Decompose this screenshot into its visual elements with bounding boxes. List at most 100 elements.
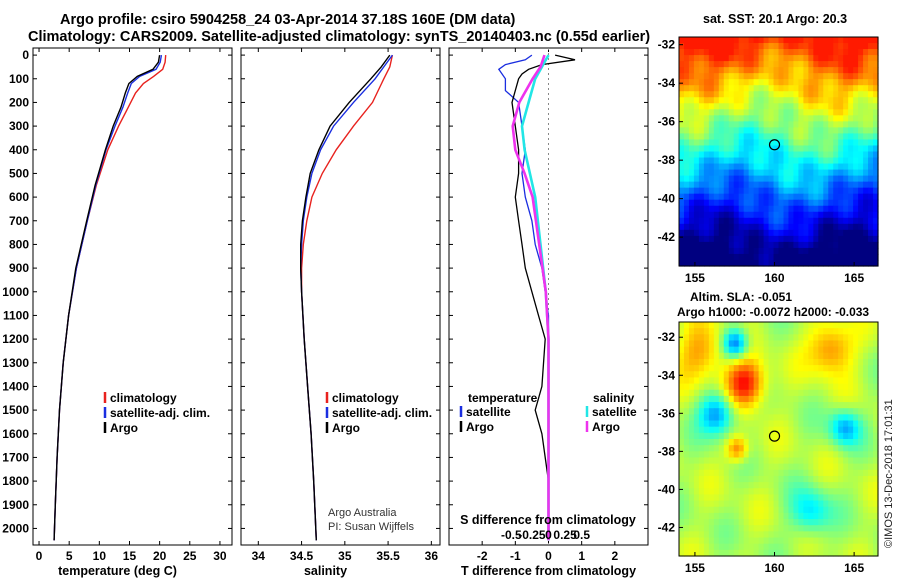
sla-map-cell: [688, 506, 695, 514]
sla-map-cell: [838, 377, 844, 385]
sst-map-cell: [778, 121, 785, 128]
sla-map-cell: [828, 500, 834, 508]
sla-map-cell: [818, 389, 824, 397]
sst-map-cell: [679, 139, 685, 147]
sst-map-cell: [698, 121, 705, 128]
sst-map-cell: [823, 241, 829, 249]
sst-map-cell: [783, 43, 790, 50]
sla-map-cell: [818, 377, 824, 385]
sla-map-cell: [718, 451, 725, 459]
sla-map-cell: [713, 340, 720, 348]
sst-map-cell: [808, 247, 814, 255]
sst-map-cell: [738, 61, 745, 68]
sst-map-cell: [723, 217, 730, 225]
sst-map-cell: [823, 175, 829, 183]
sla-map-cell: [823, 322, 829, 329]
sla-map-cell: [733, 519, 740, 526]
sst-map-cell: [853, 97, 859, 104]
sla-map-cell: [793, 334, 799, 342]
sst-map-cell: [679, 79, 685, 86]
sla-map-cell: [833, 439, 839, 446]
sst-map-cell: [818, 223, 824, 231]
sla-map-cell: [838, 475, 844, 483]
sla-map-cell: [748, 395, 755, 403]
sst-map-cell: [808, 169, 814, 177]
sla-map-cell: [778, 408, 785, 415]
sst-map-cell: [823, 121, 829, 128]
sst-map-cell: [828, 109, 834, 116]
sla-map-cell: [723, 482, 730, 489]
sla-map-cell: [788, 358, 795, 366]
sla-map-cell: [733, 500, 740, 508]
sla-map-cell: [868, 506, 874, 514]
sst-map-cell: [843, 43, 849, 50]
sla-map-cell: [713, 439, 720, 446]
sla-map-cell: [803, 328, 809, 335]
sst-map-cell: [773, 187, 780, 195]
sst-map-cell: [823, 115, 829, 122]
sst-map-cell: [683, 97, 690, 104]
sst-map-cell: [838, 193, 844, 201]
sla-map-cell: [679, 402, 685, 409]
sst-map-cell: [843, 187, 849, 195]
sst-map-cell: [768, 199, 775, 207]
sla-map-cell: [843, 537, 849, 545]
sst-map-cell: [733, 151, 740, 159]
sla-map-cell: [868, 432, 874, 440]
sla-map-cell: [733, 408, 740, 415]
sst-map-cell: [743, 193, 750, 201]
sla-map-cell: [868, 389, 874, 397]
sla-map-cell: [713, 543, 720, 551]
sla-map-cell: [808, 451, 814, 459]
sla-map-cell: [733, 451, 740, 459]
sst-map-cell: [693, 205, 700, 213]
sst-map-cell: [863, 55, 869, 62]
sst-map-cell: [758, 127, 765, 135]
sla-map-cell: [743, 506, 750, 514]
sla-map-cell: [679, 352, 685, 360]
sla-map-cell: [788, 463, 795, 471]
diff-xtick-label: 2: [611, 549, 618, 563]
sst-map-cell: [833, 151, 839, 159]
sla-map-cell: [788, 408, 795, 415]
depth-tick-label: 1600: [2, 427, 29, 441]
sla-map-cell: [793, 365, 799, 372]
depth-tick-label: 1400: [2, 379, 29, 393]
sst-map-cell: [868, 241, 874, 249]
sla-map-cell: [788, 426, 795, 434]
sst-map-cell: [743, 109, 750, 116]
sla-map-cell: [768, 439, 775, 446]
sst-map-cell: [713, 109, 720, 116]
sla-map-cell: [868, 408, 874, 415]
sst-map-cell: [753, 103, 760, 110]
sst-map-cell: [783, 145, 790, 153]
sla-map-cell: [683, 549, 690, 557]
sla-map-cell: [773, 549, 780, 557]
sst-map-cell: [848, 115, 854, 122]
sla-map-cell: [873, 346, 879, 354]
sla-map-cell: [833, 549, 839, 557]
sla-map-cell: [778, 549, 785, 557]
sla-map-cell: [853, 432, 859, 440]
sst-map-cell: [753, 241, 760, 249]
sst-map-cell: [868, 109, 874, 116]
sla-map-cell: [793, 408, 799, 415]
sla-map-cell: [798, 500, 804, 508]
sla-map-cell: [743, 531, 750, 539]
sst-map-cell: [693, 61, 700, 68]
sla-map-cell: [818, 445, 824, 452]
sla-map-cell: [748, 537, 755, 545]
sst-map-cell: [833, 61, 839, 68]
sst-map-cell: [793, 223, 799, 231]
sst-map-cell: [858, 127, 864, 135]
sla-map-cell: [818, 408, 824, 415]
sla-map-cell: [748, 371, 755, 379]
sla-map-cell: [703, 340, 710, 348]
sst-map-cell: [679, 37, 685, 44]
sst-map-cell: [683, 247, 690, 255]
sst-map-cell: [758, 145, 765, 153]
sla-map-cell: [703, 432, 710, 440]
sla-map-cell: [708, 334, 715, 342]
sla-map-cell: [693, 365, 700, 372]
sst-map-cell: [718, 241, 725, 249]
